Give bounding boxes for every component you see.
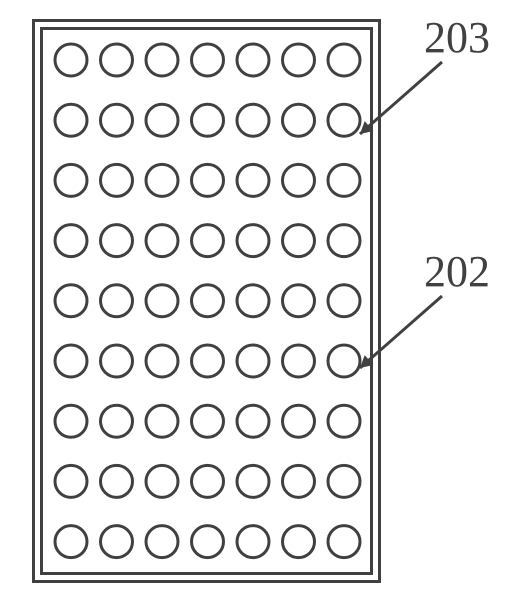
diagram-canvas: 203 202 bbox=[0, 0, 529, 602]
arrow-202 bbox=[0, 0, 529, 602]
